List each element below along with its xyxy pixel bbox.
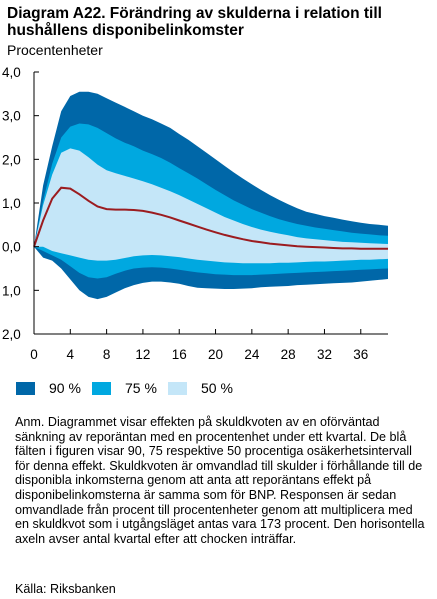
legend-swatch-90 <box>16 382 35 395</box>
y-tick-label: 1,0 <box>2 196 21 211</box>
chart-note: Anm. Diagrammet visar effekten på skuldk… <box>15 415 428 546</box>
y-tick-label: 2,0 <box>2 152 21 167</box>
y-tick-label: 2,0 <box>2 327 21 342</box>
chart-source: Källa: Riksbanken <box>15 582 116 596</box>
x-tick-label: 20 <box>208 347 223 362</box>
legend: 90 % 75 % 50 % <box>16 380 244 396</box>
legend-swatch-75 <box>92 382 111 395</box>
x-tick-label: 16 <box>172 347 187 362</box>
legend-item-90: 90 % <box>16 380 92 396</box>
legend-label-50: 50 % <box>201 380 233 396</box>
legend-swatch-50 <box>168 382 187 395</box>
y-tick-label: 3,0 <box>2 109 21 124</box>
uncertainty-bands <box>34 92 388 299</box>
x-tick-label: 36 <box>353 347 368 362</box>
x-tick-label: 12 <box>135 347 150 362</box>
legend-label-75: 75 % <box>125 380 157 396</box>
y-tick-label: 0,0 <box>2 240 21 255</box>
x-tick-label: 4 <box>67 347 75 362</box>
x-tick-label: 24 <box>244 347 260 362</box>
x-tick-label: 32 <box>317 347 332 362</box>
fan-chart: 4,0 3,0 2,0 1,0 0,0 1,0 2,0 0 4 8 12 16 20 24 28 32 36 <box>0 60 437 370</box>
legend-item-50: 50 % <box>168 380 244 396</box>
legend-label-90: 90 % <box>49 380 81 396</box>
y-tick-label: 1,0 <box>2 283 21 298</box>
x-tick-label: 28 <box>281 347 296 362</box>
y-tick-label: 4,0 <box>2 65 21 80</box>
x-tick-label: 8 <box>103 347 111 362</box>
chart-subtitle: Procentenheter <box>7 42 103 58</box>
x-tick-label: 0 <box>30 347 38 362</box>
chart-title: Diagram A22. Förändring av skulderna i r… <box>7 5 432 39</box>
legend-item-75: 75 % <box>92 380 168 396</box>
